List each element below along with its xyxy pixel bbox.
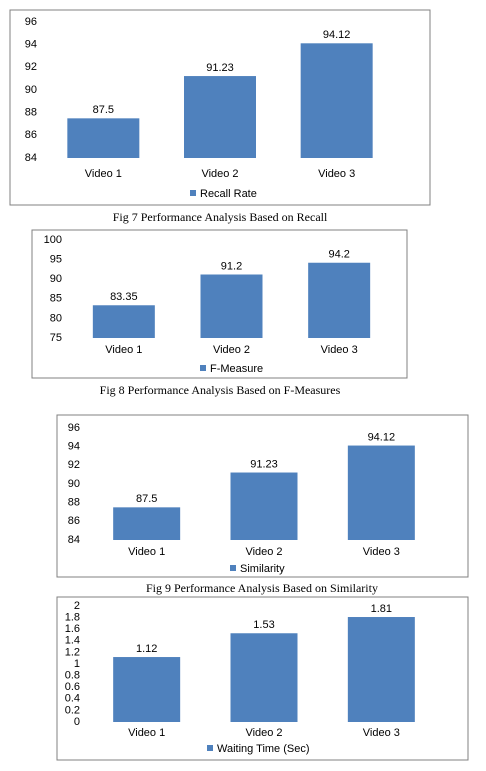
y-tick-label: 90 (25, 84, 37, 96)
y-tick-label: 75 (50, 332, 62, 344)
y-tick-label: 84 (25, 152, 37, 164)
bar (230, 633, 298, 722)
x-tick-label: Video 1 (105, 344, 142, 356)
legend-swatch (190, 190, 196, 196)
x-tick-label: Video 3 (318, 168, 355, 180)
y-tick-label: 0.2 (65, 704, 80, 716)
y-tick-label: 94 (25, 39, 37, 51)
y-tick-label: 85 (50, 293, 62, 305)
y-tick-label: 86 (68, 515, 80, 527)
value-label: 94.2 (328, 249, 349, 261)
chart-frame (9, 9, 431, 206)
value-label: 87.5 (136, 493, 157, 505)
chart-frame (56, 414, 469, 578)
x-tick-label: Video 3 (321, 344, 358, 356)
y-tick-label: 92 (68, 459, 80, 471)
x-tick-label: Video 1 (128, 727, 165, 739)
value-label: 1.12 (136, 643, 157, 655)
bar (347, 617, 415, 722)
y-tick-label: 88 (25, 107, 37, 119)
bar (347, 445, 415, 540)
y-tick-label: 1.4 (65, 635, 80, 647)
caption: Fig 7 Performance Analysis Based on Reca… (113, 210, 328, 224)
value-label: 94.12 (368, 431, 396, 443)
legend-label: F-Measure (210, 363, 263, 375)
y-tick-label: 90 (50, 273, 62, 285)
y-tick-label: 84 (68, 534, 80, 546)
x-tick-label: Video 3 (363, 546, 400, 558)
y-tick-label: 2 (74, 600, 80, 612)
value-label: 1.53 (253, 619, 274, 631)
bar (200, 274, 263, 338)
x-tick-label: Video 1 (85, 168, 122, 180)
legend-label: Recall Rate (200, 188, 257, 200)
chart-frame (56, 596, 469, 761)
bar (230, 472, 298, 540)
x-tick-label: Video 2 (245, 546, 282, 558)
value-label: 91.23 (250, 458, 278, 470)
value-label: 91.2 (221, 260, 242, 272)
caption: Fig 9 Performance Analysis Based on Simi… (146, 581, 378, 595)
value-label: 83.35 (110, 291, 138, 303)
legend-label: Waiting Time (Sec) (217, 743, 310, 755)
y-tick-label: 1.6 (65, 623, 80, 635)
bar (308, 262, 371, 338)
y-tick-label: 0.8 (65, 670, 80, 682)
y-tick-label: 96 (25, 16, 37, 28)
legend-label: Similarity (240, 563, 285, 575)
bar (113, 657, 181, 722)
x-tick-label: Video 2 (201, 168, 238, 180)
caption: Fig 8 Performance Analysis Based on F-Me… (100, 383, 341, 397)
y-tick-label: 88 (68, 497, 80, 509)
y-tick-label: 95 (50, 254, 62, 266)
value-label: 87.5 (93, 104, 114, 116)
x-tick-label: Video 1 (128, 546, 165, 558)
y-tick-label: 1 (74, 658, 80, 670)
y-tick-label: 100 (44, 234, 62, 246)
bar (67, 118, 140, 158)
y-tick-label: 86 (25, 129, 37, 141)
x-tick-label: Video 2 (245, 727, 282, 739)
y-tick-label: 90 (68, 478, 80, 490)
bar (184, 76, 256, 158)
x-tick-label: Video 3 (363, 727, 400, 739)
value-label: 1.81 (371, 603, 392, 615)
y-tick-label: 1.2 (65, 646, 80, 658)
y-tick-label: 92 (25, 61, 37, 73)
y-tick-label: 96 (68, 422, 80, 434)
legend-swatch (207, 745, 213, 751)
y-tick-label: 0.6 (65, 681, 80, 693)
legend-swatch (230, 565, 236, 571)
bar (92, 305, 155, 338)
legend-swatch (200, 365, 206, 371)
y-tick-label: 80 (50, 312, 62, 324)
chart-frame (31, 229, 408, 379)
y-tick-label: 1.8 (65, 612, 80, 624)
y-tick-label: 0 (74, 716, 80, 728)
y-tick-label: 0.4 (65, 693, 80, 705)
bar (300, 43, 373, 158)
y-tick-label: 94 (68, 441, 80, 453)
x-tick-label: Video 2 (213, 344, 250, 356)
value-label: 91.23 (206, 62, 234, 74)
bar (113, 507, 181, 540)
value-label: 94.12 (323, 29, 351, 41)
